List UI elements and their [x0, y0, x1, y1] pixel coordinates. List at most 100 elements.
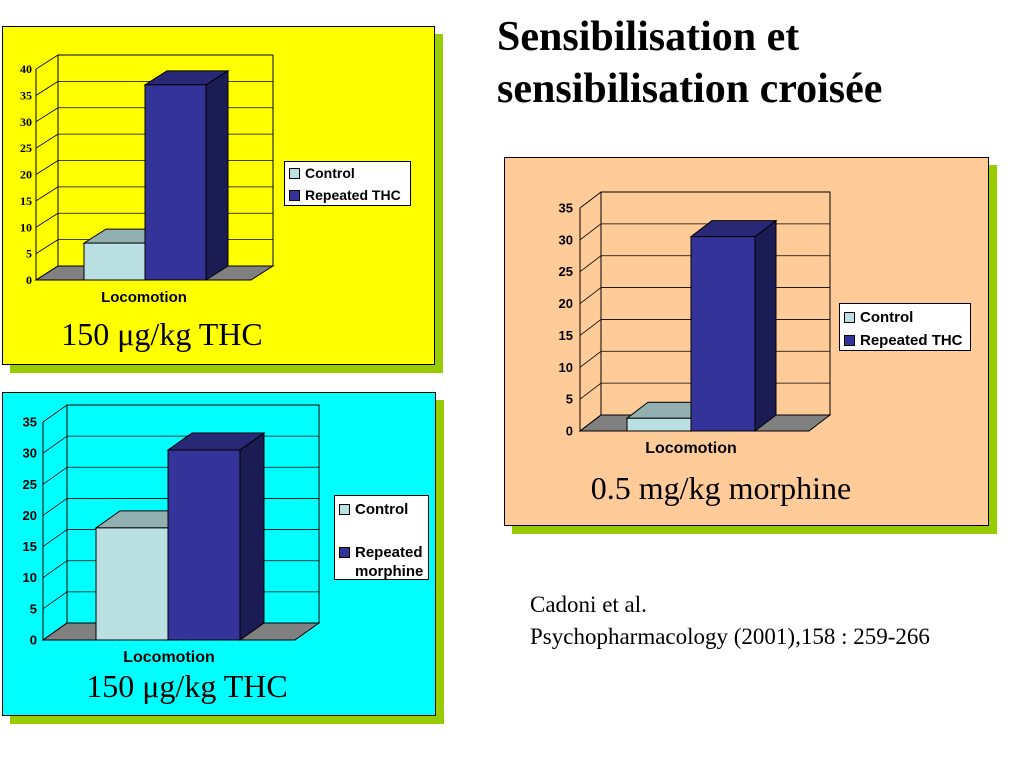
- chart-panel-thc-sensitization: 0 5 10 15 20 25 30 35 40 Control Repeated THC Lo…: [2, 26, 435, 365]
- side-wall-gridline: [579, 382, 602, 400]
- dose-caption: 0.5 mg/kg morphine: [590, 470, 852, 506]
- y-tick-label: 15: [23, 539, 37, 554]
- y-tick-label: 5: [30, 601, 37, 616]
- side-wall-gridline: [42, 435, 68, 454]
- y-tick-label: 30: [559, 232, 573, 247]
- side-wall-gridline: [579, 223, 602, 241]
- legend-label: Repeated THC: [305, 187, 401, 203]
- bar-side-face: [754, 219, 777, 433]
- side-wall-gridline: [35, 81, 59, 96]
- y-tick-label: 20: [20, 168, 32, 182]
- x-category-label: Locomotion: [123, 649, 215, 666]
- y-tick-label: 25: [23, 477, 37, 492]
- chart-legend: Control Repeated morphine: [334, 495, 429, 580]
- side-wall-gridline: [42, 498, 68, 516]
- y-tick-label: 15: [559, 328, 573, 343]
- y-tick-label: 40: [20, 62, 32, 76]
- y-tick-label: 5: [26, 247, 32, 261]
- legend-item-control: Control: [844, 308, 913, 327]
- legend-swatch-repeated-morphine: [339, 547, 350, 558]
- legend-item-control: Control: [289, 164, 355, 182]
- side-wall-gridline: [35, 186, 59, 202]
- chart-plot-area: 0 5 10 15 20 25 30 35 40: [20, 54, 275, 287]
- bar-repeated-morphine: [166, 432, 266, 641]
- slide-title-line: sensibilisation croisée: [497, 66, 883, 112]
- y-tick-label: 30: [23, 446, 37, 461]
- y-tick-label: 15: [20, 194, 32, 208]
- side-wall-gridline: [579, 255, 602, 273]
- bar-front-face: [83, 242, 146, 281]
- y-tick-label: 35: [559, 201, 573, 216]
- chart-plot-area: 0 5 10 15 20 25 30 35: [559, 191, 832, 439]
- y-tick-label: 0: [26, 273, 32, 287]
- y-tick-label: 20: [23, 508, 37, 523]
- bar-side-face: [239, 432, 265, 641]
- y-tick-label: 35: [20, 88, 32, 102]
- bar-side-face: [205, 69, 229, 281]
- legend-label: Repeated THC: [860, 332, 963, 349]
- slide-title: Sensibilisation et sensibilisation crois…: [497, 11, 882, 115]
- dose-caption: 150 μg/kg THC: [61, 316, 263, 352]
- legend-label: Repeated morphine: [355, 544, 424, 580]
- side-wall-gridline: [42, 622, 68, 641]
- legend-item-control: Control: [339, 500, 408, 519]
- y-tick-label: 0: [30, 633, 37, 648]
- side-wall-gridline: [35, 212, 59, 228]
- side-wall-gridline: [42, 591, 68, 610]
- side-wall-gridline: [579, 319, 602, 336]
- side-wall-gridline: [42, 466, 68, 485]
- legend-label: Control: [355, 501, 409, 518]
- y-tick-label: 20: [559, 296, 573, 311]
- side-wall-gridline: [579, 414, 602, 432]
- bar-front-face: [95, 527, 169, 641]
- side-wall-gridline: [35, 133, 59, 149]
- legend-swatch-repeated-thc: [844, 335, 855, 346]
- x-category-label: Locomotion: [101, 289, 187, 306]
- y-tick-label: 10: [559, 360, 573, 375]
- y-tick-label: 10: [23, 570, 37, 585]
- bar-front-face: [626, 417, 692, 432]
- bar-front-face: [690, 236, 756, 432]
- chart-plot-area: 0 5 10 15 20 25 30 35: [23, 404, 321, 648]
- y-tick-label: 25: [20, 141, 32, 155]
- y-tick-label: 10: [20, 220, 32, 234]
- legend-label: Control: [305, 165, 355, 181]
- y-tick-label: 0: [566, 424, 573, 439]
- legend-item-repeated-thc: Repeated THC: [844, 331, 963, 350]
- side-wall-gridline: [42, 404, 68, 423]
- legend-swatch-control: [844, 312, 855, 323]
- y-tick-label: 30: [20, 115, 32, 129]
- dose-caption: 150 μg/kg THC: [86, 668, 288, 704]
- citation: Cadoni et al. Psychopharmacology (2001),…: [530, 589, 930, 653]
- side-wall-gridline: [579, 287, 602, 304]
- legend-swatch-repeated-thc: [289, 190, 300, 201]
- legend-item-repeated-morphine: Repeated morphine: [339, 543, 425, 581]
- citation-journal: Psychopharmacology (2001),158 : 259-266: [530, 624, 930, 649]
- side-wall-gridline: [579, 191, 602, 209]
- bar-front-face: [144, 84, 207, 281]
- side-wall-gridline: [42, 560, 68, 579]
- legend-item-repeated-thc: Repeated THC: [289, 186, 401, 204]
- side-wall-gridline: [42, 529, 68, 547]
- y-tick-label: 5: [566, 392, 573, 407]
- legend-label: Control: [860, 309, 914, 326]
- side-wall-gridline: [35, 107, 59, 123]
- side-wall-gridline: [35, 239, 59, 254]
- bar-repeated-thc: [689, 219, 778, 433]
- chart-legend: Control Repeated THC: [839, 303, 971, 351]
- x-category-label: Locomotion: [645, 440, 737, 457]
- citation-authors: Cadoni et al.: [530, 592, 647, 617]
- legend-swatch-control: [289, 168, 300, 179]
- side-wall-gridline: [35, 265, 59, 281]
- y-tick-label: 25: [559, 264, 573, 279]
- chart-legend: Control Repeated THC: [284, 161, 411, 206]
- chart-panel-cross-sensitization-morphine: 0 5 10 15 20 25 30 35 Control Repeated morphine…: [2, 392, 436, 716]
- side-wall-gridline: [35, 160, 59, 175]
- bar-front-face: [167, 449, 241, 641]
- side-wall-gridline: [579, 350, 602, 368]
- legend-swatch-control: [339, 504, 350, 515]
- bar-repeated-thc: [143, 69, 230, 281]
- side-wall-gridline: [35, 54, 59, 70]
- chart-panel-cross-sensitization-thc: 0 5 10 15 20 25 30 35 Control Repeated THC Loco…: [504, 157, 989, 526]
- y-tick-label: 35: [23, 415, 37, 430]
